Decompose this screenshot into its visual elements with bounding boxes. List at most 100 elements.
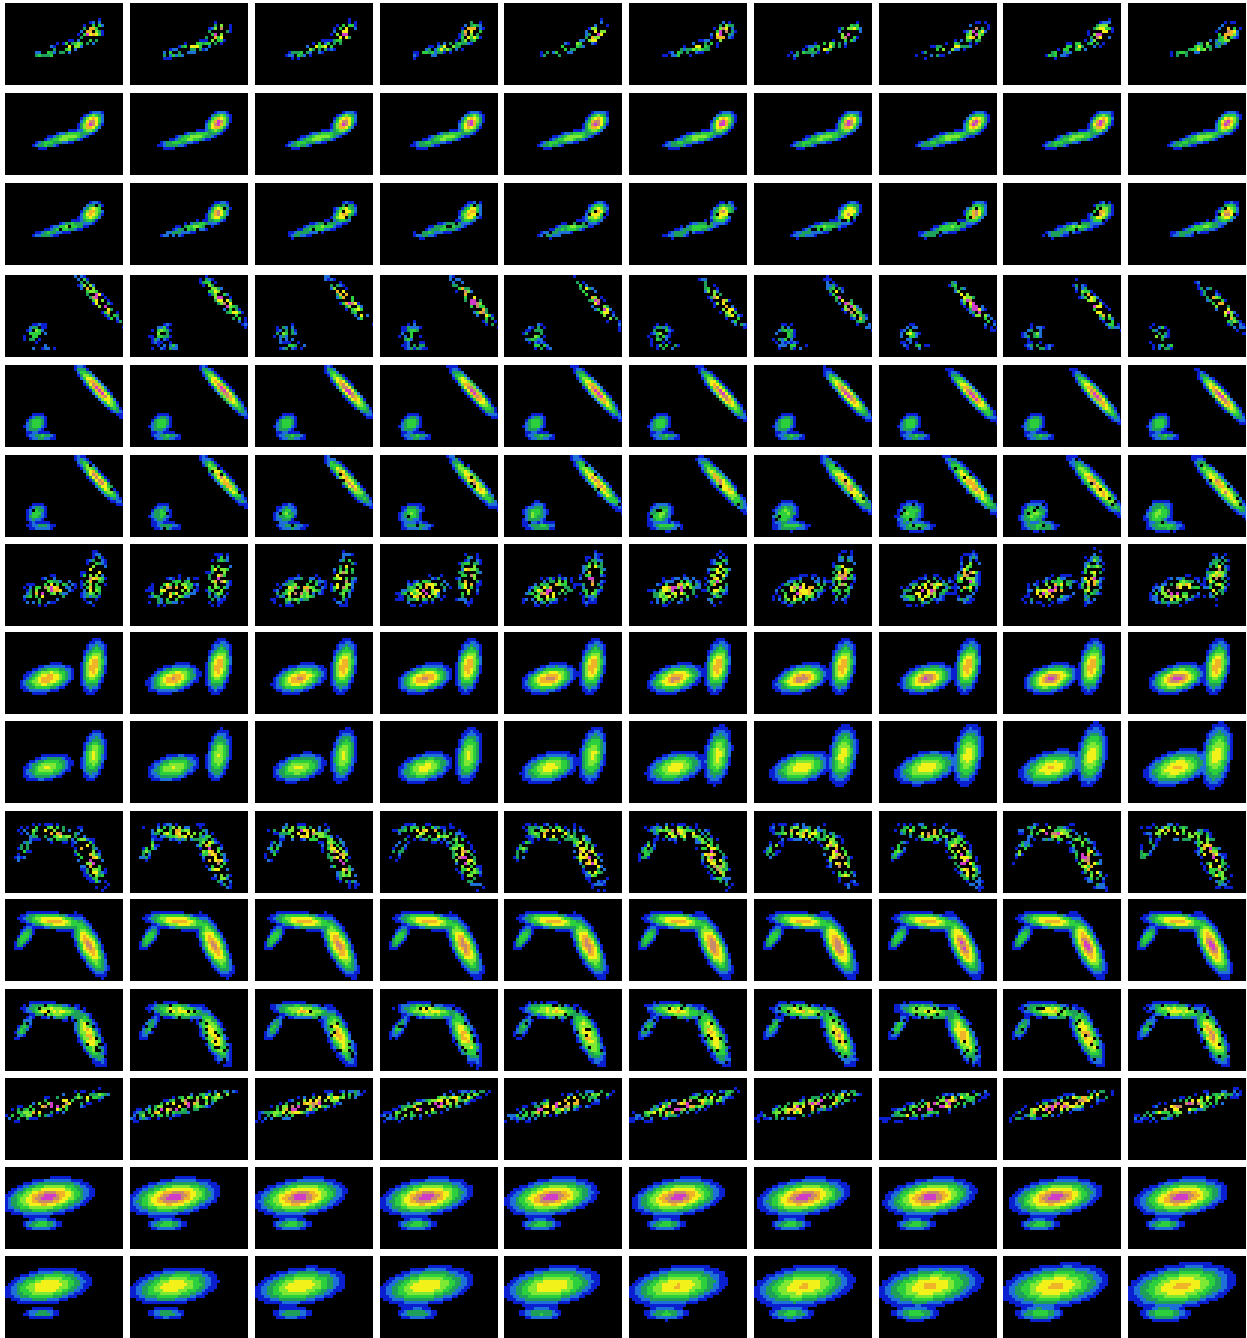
frame-panel bbox=[1003, 989, 1121, 1071]
radar-field-image bbox=[273, 727, 357, 784]
frame-panel bbox=[255, 3, 373, 85]
radar-field-image bbox=[1009, 1176, 1102, 1230]
frame-panel bbox=[130, 275, 248, 357]
frame-panel bbox=[879, 3, 997, 85]
radar-field-image bbox=[145, 638, 232, 695]
radar-field-image bbox=[504, 1090, 615, 1123]
radar-field-image bbox=[1024, 638, 1105, 695]
frame-panel bbox=[1128, 1078, 1246, 1160]
frame-panel bbox=[130, 1256, 248, 1338]
frame-panel bbox=[504, 1078, 622, 1160]
radar-field-image bbox=[900, 281, 997, 350]
frame-panel bbox=[255, 989, 373, 1071]
frame-panel bbox=[1003, 1167, 1121, 1249]
frame-panel bbox=[504, 455, 622, 537]
radar-field-image bbox=[647, 365, 747, 440]
radar-field-image bbox=[255, 1176, 348, 1230]
frame-panel bbox=[255, 455, 373, 537]
frame-panel bbox=[754, 989, 872, 1071]
radar-field-image bbox=[522, 638, 606, 695]
radar-field-image bbox=[35, 18, 104, 57]
frame-panel bbox=[380, 1078, 498, 1160]
frame-panel bbox=[380, 183, 498, 265]
radar-field-image bbox=[20, 638, 107, 695]
radar-field-image bbox=[264, 911, 360, 980]
frame-panel bbox=[380, 1256, 498, 1338]
radar-field-image bbox=[1149, 638, 1230, 695]
frame-panel bbox=[754, 1256, 872, 1338]
frame-panel bbox=[380, 899, 498, 981]
radar-field-image bbox=[790, 201, 862, 240]
radar-field-image bbox=[897, 638, 981, 695]
radar-field-image bbox=[14, 1001, 107, 1067]
frame-panel bbox=[879, 93, 997, 175]
radar-field-image bbox=[389, 823, 485, 892]
radar-field-image bbox=[1045, 18, 1114, 60]
frame-panel bbox=[879, 989, 997, 1071]
frame-panel bbox=[255, 1167, 373, 1249]
radar-field-image bbox=[504, 1265, 600, 1319]
frame-panel bbox=[130, 93, 248, 175]
radar-field-image bbox=[148, 455, 248, 530]
radar-field-image bbox=[1012, 1001, 1105, 1067]
radar-field-image bbox=[145, 553, 232, 607]
frame-panel bbox=[5, 989, 123, 1071]
radar-field-image bbox=[1149, 553, 1230, 607]
radar-field-image bbox=[522, 275, 621, 350]
frame-panel bbox=[1128, 183, 1246, 265]
frame-panel bbox=[879, 632, 997, 714]
radar-field-image bbox=[879, 1265, 984, 1322]
radar-field-image bbox=[644, 724, 734, 787]
radar-field-image bbox=[255, 1265, 345, 1319]
radar-field-image bbox=[160, 201, 232, 237]
radar-field-image bbox=[1018, 455, 1121, 533]
radar-field-image bbox=[1021, 278, 1121, 350]
frame-panel bbox=[380, 365, 498, 447]
frame-panel bbox=[130, 899, 248, 981]
frame-panel bbox=[629, 632, 747, 714]
radar-field-image bbox=[139, 1001, 232, 1067]
frame-panel bbox=[1128, 1167, 1246, 1249]
radar-field-image bbox=[522, 455, 622, 530]
radar-field-image bbox=[5, 1176, 95, 1230]
frame-panel bbox=[629, 455, 747, 537]
radar-field-image bbox=[1134, 1176, 1227, 1230]
radar-field-image bbox=[629, 1265, 728, 1322]
frame-panel bbox=[879, 1078, 997, 1160]
frame-panel bbox=[255, 183, 373, 265]
frame-panel bbox=[5, 721, 123, 803]
radar-field-image bbox=[629, 1087, 740, 1123]
frame-panel bbox=[879, 275, 997, 357]
radar-field-image bbox=[14, 823, 110, 892]
frame-panel bbox=[130, 811, 248, 893]
radar-field-image bbox=[1128, 1262, 1236, 1322]
radar-field-image bbox=[918, 201, 987, 240]
frame-panel bbox=[1128, 899, 1246, 981]
radar-field-image bbox=[380, 1265, 473, 1319]
frame-panel bbox=[5, 93, 123, 175]
radar-field-image bbox=[1012, 823, 1108, 892]
radar-field-image bbox=[882, 1176, 978, 1230]
frame-panel bbox=[879, 365, 997, 447]
frame-panel bbox=[504, 275, 622, 357]
frame-panel bbox=[5, 3, 123, 85]
radar-field-image bbox=[413, 21, 485, 60]
radar-field-image bbox=[1143, 455, 1246, 533]
radar-field-image bbox=[647, 455, 747, 533]
frame-panel bbox=[5, 1256, 123, 1338]
frame-panel bbox=[130, 3, 248, 85]
frame-panel bbox=[1003, 365, 1121, 447]
frame-panel bbox=[629, 811, 747, 893]
frame-panel bbox=[754, 632, 872, 714]
radar-field-image bbox=[540, 18, 609, 57]
radar-field-image bbox=[264, 823, 360, 889]
frame-panel bbox=[879, 183, 997, 265]
frame-panel bbox=[629, 899, 747, 981]
frame-panel bbox=[879, 1167, 997, 1249]
frame-panel bbox=[1128, 455, 1246, 537]
radar-field-image bbox=[1149, 281, 1246, 350]
frame-panel bbox=[380, 811, 498, 893]
frame-panel bbox=[1003, 1078, 1121, 1160]
radar-field-image bbox=[23, 550, 107, 607]
radar-field-image bbox=[148, 365, 248, 440]
